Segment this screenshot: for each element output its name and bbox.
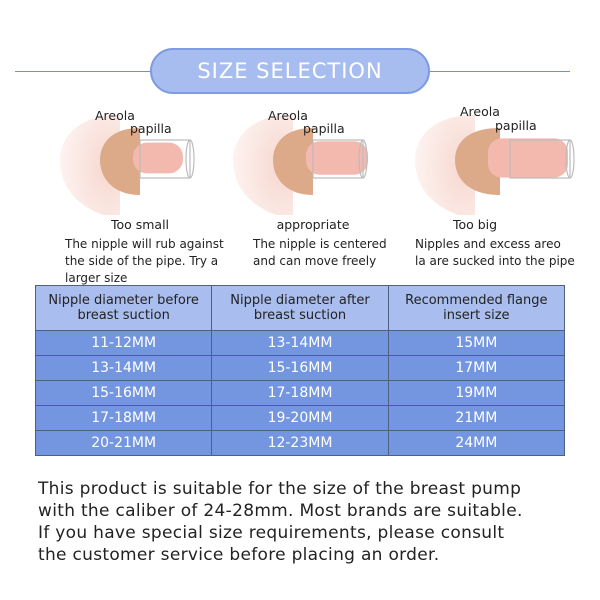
table-cell: 19MM — [387, 380, 566, 406]
caption: appropriate — [276, 217, 350, 232]
footer-line: the customer service before placing an o… — [38, 545, 440, 565]
divider — [430, 71, 570, 72]
table-row: 13-14MM 15-16MM 17MM — [34, 355, 566, 381]
table-cell: 17-18MM — [211, 380, 389, 406]
table-row: 11-12MM 13-14MM 15MM — [34, 330, 566, 356]
table-cell: 15MM — [387, 330, 566, 356]
diagram — [233, 115, 368, 215]
illustration: Areola papilla Too small The nipple will ru… — [45, 100, 235, 285]
diagram — [60, 115, 195, 215]
papilla-label: papilla — [303, 121, 345, 136]
areola-label: Areola — [268, 108, 308, 123]
illustration: Areola papilla Too big Nipples and excess a… — [400, 100, 590, 280]
description-line: and can move freely — [253, 254, 377, 268]
table-cell: 17-18MM — [34, 405, 213, 431]
table-cell: 17MM — [387, 355, 566, 381]
description-line: the side of the pipe. Try a — [65, 254, 219, 268]
column-header: Nipple diameter before breast suction — [34, 285, 213, 331]
table-row: 20-21MM 12-23MM 24MM — [34, 430, 566, 456]
diagram — [415, 115, 575, 215]
papilla-label: papilla — [495, 118, 537, 133]
papilla-label: papilla — [130, 121, 172, 136]
description-line: larger size — [65, 271, 128, 285]
description: The nipple will rub against the side of t… — [65, 236, 224, 287]
footer-text: This product is suitable for the size of… — [38, 478, 523, 566]
size-table: Nipple diameter before breast suction Nip… — [34, 285, 566, 456]
footer-line: This product is suitable for the size of… — [38, 479, 522, 499]
description-line: Nipples and excess areo — [415, 237, 561, 251]
footer-line: with the caliber of 24-28mm. Most brands… — [38, 501, 523, 521]
description: Nipples and excess areo la are sucked int… — [415, 236, 575, 270]
table-cell: 13-14MM — [211, 330, 389, 356]
illustration: Areola papilla appropriate The nipple is ce… — [218, 100, 408, 280]
description-line: The nipple is centered — [253, 237, 387, 251]
areola-label: Areola — [95, 108, 135, 123]
table-cell: 12-23MM — [211, 430, 389, 456]
caption: Too big — [452, 217, 498, 232]
description-line: The nipple will rub against — [65, 237, 224, 251]
description: The nipple is centered and can move freel… — [253, 236, 387, 270]
table-cell: 19-20MM — [211, 405, 389, 431]
column-header: Nipple diameter after breast suction — [211, 285, 389, 331]
table-cell: 24MM — [387, 430, 566, 456]
table-row: 15-16MM 17-18MM 19MM — [34, 380, 566, 406]
table-cell: 15-16MM — [211, 355, 389, 381]
table-cell: 15-16MM — [34, 380, 213, 406]
table-cell: 13-14MM — [34, 355, 213, 381]
divider — [15, 71, 150, 72]
areola-label: Areola — [460, 104, 500, 119]
column-header: Recommended flange insert size — [387, 285, 566, 331]
caption: Too small — [110, 217, 170, 232]
footer-line: If you have special size requirements, p… — [38, 523, 505, 543]
table-row: 17-18MM 19-20MM 21MM — [34, 405, 566, 431]
title: SIZE SELECTION — [150, 48, 430, 94]
table-cell: 21MM — [387, 405, 566, 431]
description-line: la are sucked into the pipe — [415, 254, 575, 268]
table-cell: 20-21MM — [34, 430, 213, 456]
table-cell: 11-12MM — [34, 330, 213, 356]
